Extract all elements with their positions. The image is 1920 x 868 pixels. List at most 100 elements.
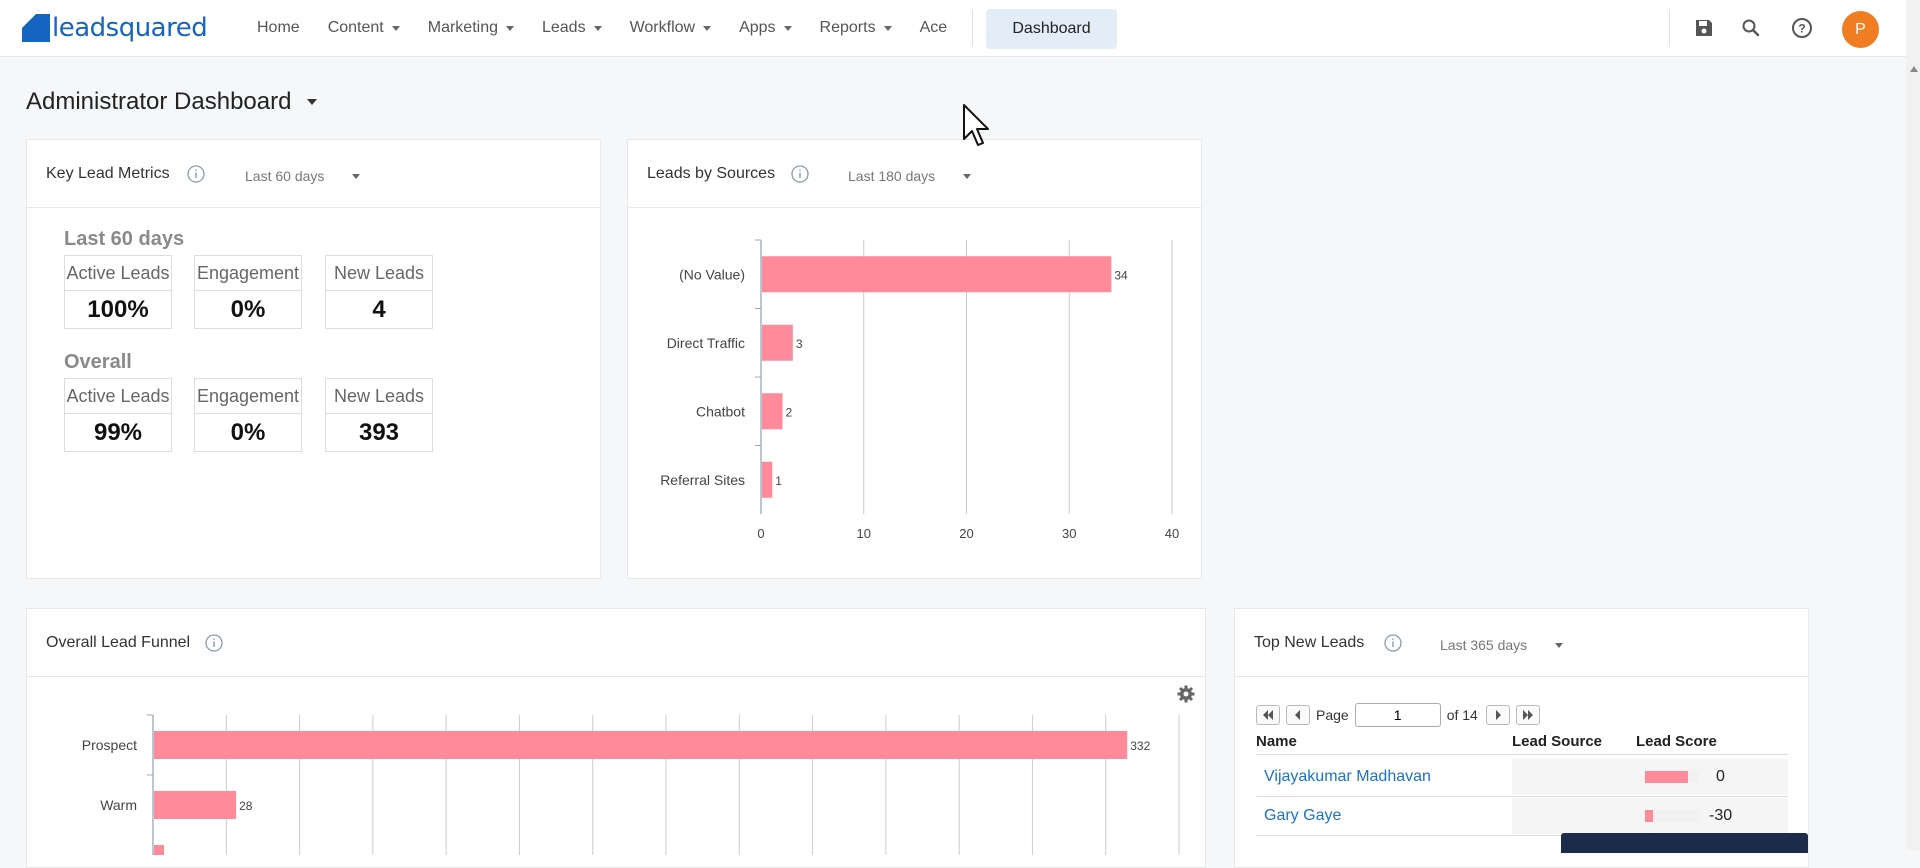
key-lead-metrics-card: Key Lead Metrics Last 60 days Last 60 da…: [26, 139, 601, 579]
svg-text:?: ?: [1798, 22, 1805, 36]
column-header-lead-score[interactable]: Lead Score: [1636, 733, 1717, 750]
info-icon[interactable]: [205, 634, 223, 652]
metric-tile: Engagement 0%: [194, 378, 302, 452]
data-label: 34: [1114, 268, 1128, 282]
card-title: Top New Leads: [1254, 634, 1365, 651]
lead-score-bar: [1645, 810, 1653, 822]
column-header-name[interactable]: Name: [1256, 733, 1297, 750]
period-dropdown[interactable]: Last 180 days: [848, 168, 972, 184]
category-label: Direct Traffic: [667, 335, 745, 351]
metric-label: Engagement: [195, 256, 301, 291]
top-navigation-bar: leadsquared Home Content Marketing Leads Wor…: [0, 0, 1906, 57]
category-label: Referral Sites: [660, 472, 745, 488]
bar: [762, 324, 793, 361]
top-new-leads-card: Top New Leads Last 365 days Page of 14 N…: [1234, 608, 1809, 868]
lead-score-track: [1645, 810, 1699, 822]
category-label: Chatbot: [696, 403, 745, 419]
page-scrollbar[interactable]: [1906, 0, 1920, 850]
metric-tile: Active Leads 99%: [64, 378, 172, 452]
table-row-divider: [1256, 796, 1788, 797]
metric-label: New Leads: [326, 379, 432, 414]
x-tick-label: 30: [1062, 526, 1076, 541]
nav-item-label: Ace: [919, 19, 948, 36]
logo-text: leadsquared: [52, 13, 208, 43]
period-dropdown[interactable]: Last 365 days: [1440, 637, 1564, 653]
chevron-down-icon: [593, 25, 602, 31]
gear-icon[interactable]: [1177, 685, 1195, 703]
leadsquared-logo[interactable]: leadsquared: [22, 13, 208, 43]
period-dropdown[interactable]: Last 60 days: [245, 168, 361, 184]
nav-item-content[interactable]: Content: [328, 19, 400, 37]
metric-tile: Engagement 0%: [194, 255, 302, 329]
nav-item-marketing[interactable]: Marketing: [428, 19, 514, 37]
metric-tile: New Leads 4: [325, 255, 433, 329]
nav-item-home[interactable]: Home: [257, 19, 300, 37]
first-page-button[interactable]: [1256, 705, 1280, 725]
lead-name-link[interactable]: Vijayakumar Madhavan: [1264, 768, 1431, 785]
metric-label: New Leads: [326, 256, 432, 291]
page-title[interactable]: Administrator Dashboard: [26, 88, 318, 116]
chevron-down-icon: [783, 25, 792, 31]
nav-item-label: Apps: [739, 19, 776, 36]
nav-item-dashboard[interactable]: Dashboard: [986, 9, 1117, 49]
metric-value: 100%: [87, 296, 149, 323]
nav-item-reports[interactable]: Reports: [820, 19, 892, 37]
overall-lead-funnel-chart: Prospect 332 Warm 28: [82, 714, 1180, 855]
nav-item-workflow[interactable]: Workflow: [630, 19, 712, 37]
bar: [154, 791, 237, 819]
bar-partial: [154, 845, 164, 855]
last-page-button[interactable]: [1515, 705, 1540, 725]
x-tick-label: 40: [1165, 526, 1179, 541]
category-label: Warm: [100, 797, 137, 813]
nav-divider: [972, 10, 973, 46]
card-title: Overall Lead Funnel: [46, 634, 191, 651]
chevron-down-icon: [1555, 642, 1564, 648]
lead-score-bar: [1645, 771, 1688, 783]
x-tick-label: 10: [857, 526, 871, 541]
nav-item-leads[interactable]: Leads: [542, 19, 602, 37]
period-label: Last 365 days: [1440, 637, 1528, 653]
nav-item-ace[interactable]: Ace: [920, 19, 948, 37]
next-page-button[interactable]: [1485, 705, 1510, 725]
bar: [762, 256, 1112, 293]
metric-group-title: Overall: [64, 351, 132, 373]
main-menu: Home Content Marketing Leads Workflow Apps Rep…: [257, 0, 975, 56]
lead-name-link[interactable]: Gary Gaye: [1264, 807, 1342, 824]
nav-item-label: Content: [327, 19, 384, 36]
lead-score-value: 0: [1716, 768, 1725, 785]
chevron-down-icon: [307, 99, 318, 105]
nav-divider-right: [1669, 10, 1670, 46]
page-number-input[interactable]: [1354, 703, 1441, 727]
chevron-down-icon: [963, 173, 972, 179]
help-icon[interactable]: ?: [1790, 16, 1814, 40]
mouse-cursor-icon: [963, 104, 989, 146]
data-label: 1: [775, 474, 782, 488]
nav-item-apps[interactable]: Apps: [739, 19, 792, 37]
metric-value: 4: [372, 296, 386, 323]
metric-label: Engagement: [195, 379, 301, 414]
x-tick-label: 0: [757, 526, 764, 541]
info-icon[interactable]: [1384, 634, 1402, 652]
search-icon[interactable]: [1739, 16, 1763, 40]
metric-group-title: Last 60 days: [64, 228, 185, 250]
info-icon[interactable]: [187, 165, 205, 183]
info-icon[interactable]: [791, 165, 809, 183]
column-header-lead-source[interactable]: Lead Source: [1512, 733, 1603, 750]
metric-value: 0%: [230, 296, 266, 323]
chevron-down-icon: [391, 25, 400, 31]
chevron-down-icon: [883, 25, 892, 31]
bar: [762, 393, 783, 430]
leads-by-sources-card: Leads by Sources Last 180 days 0 10 20 30 40…: [627, 139, 1202, 579]
scroll-up-arrow-icon[interactable]: [1910, 66, 1918, 72]
previous-page-button[interactable]: [1286, 705, 1310, 725]
notification-toast[interactable]: [1561, 833, 1808, 853]
overall-lead-funnel-card: Overall Lead Funnel Prospect 332 Warm 28: [26, 608, 1206, 868]
metric-tile: New Leads 393: [325, 378, 433, 452]
card-header: Key Lead Metrics Last 60 days: [27, 140, 600, 208]
metric-value: 0%: [230, 419, 266, 446]
user-avatar[interactable]: P: [1842, 11, 1879, 48]
nav-item-label: Marketing: [427, 19, 498, 36]
data-label: 3: [796, 337, 803, 351]
card-title: Leads by Sources: [647, 165, 776, 182]
save-icon[interactable]: [1692, 16, 1716, 40]
